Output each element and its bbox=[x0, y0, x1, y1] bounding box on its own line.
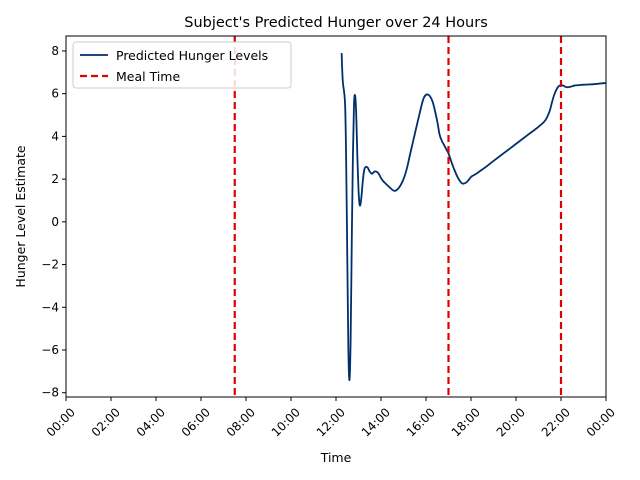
x-axis-label: Time bbox=[320, 450, 352, 465]
y-tick-label: 0 bbox=[51, 215, 59, 229]
series-line-predicted-hunger bbox=[340, 53, 606, 381]
plot-area bbox=[233, 36, 606, 397]
y-tick-label: 8 bbox=[51, 44, 59, 58]
chart-title: Subject's Predicted Hunger over 24 Hours bbox=[184, 15, 488, 31]
legend: Predicted Hunger Levels Meal Time bbox=[72, 41, 292, 89]
legend-box bbox=[72, 41, 292, 89]
y-axis-ticks: −8 −6 −4 −2 0 2 4 6 8 bbox=[41, 44, 66, 400]
legend-label-meal-time: Meal Time bbox=[116, 69, 180, 84]
y-axis-label: Hunger Level Estimate bbox=[13, 145, 28, 287]
y-tick-label: −6 bbox=[41, 343, 59, 357]
y-tick-label: −2 bbox=[41, 258, 59, 272]
y-tick-label: −4 bbox=[41, 300, 59, 314]
y-tick-label: −8 bbox=[41, 386, 59, 400]
legend-label-predicted-hunger: Predicted Hunger Levels bbox=[116, 48, 268, 63]
y-tick-label: 6 bbox=[51, 87, 59, 101]
y-tick-label: 4 bbox=[51, 129, 59, 143]
y-tick-label: 2 bbox=[51, 172, 59, 186]
plot-frame bbox=[65, 35, 607, 398]
